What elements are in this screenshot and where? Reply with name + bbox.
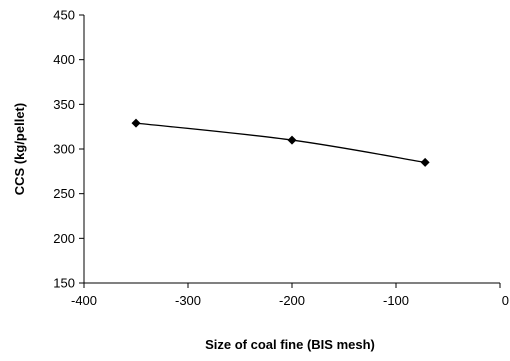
y-tick-label: 450 (53, 8, 75, 23)
y-tick-label: 200 (53, 231, 75, 246)
y-tick-label: 250 (53, 186, 75, 201)
y-tick-label: 350 (53, 97, 75, 112)
ticks: 150 200 250 300 350 400 450 -400 -300 -200 -100 0 (53, 8, 509, 309)
y-axis-title: CCS (kg/pellet) (12, 103, 27, 195)
y-tick-label: 150 (53, 276, 75, 291)
x-axis-title: Size of coal fine (BIS mesh) (205, 337, 375, 352)
data-point-diamond (420, 157, 430, 167)
x-tick-label: -100 (383, 293, 409, 308)
series-layer (131, 118, 430, 167)
data-point-diamond (287, 135, 297, 145)
series-line (135, 122, 426, 164)
axes (83, 15, 500, 284)
data-point-diamond (131, 118, 141, 128)
x-tick-label: -200 (279, 293, 305, 308)
x-tick-label: -400 (71, 293, 97, 308)
y-tick-label: 300 (53, 142, 75, 157)
x-tick-label: -300 (175, 293, 201, 308)
y-tick-label: 400 (53, 52, 75, 67)
x-tick-label: 0 (502, 293, 509, 308)
